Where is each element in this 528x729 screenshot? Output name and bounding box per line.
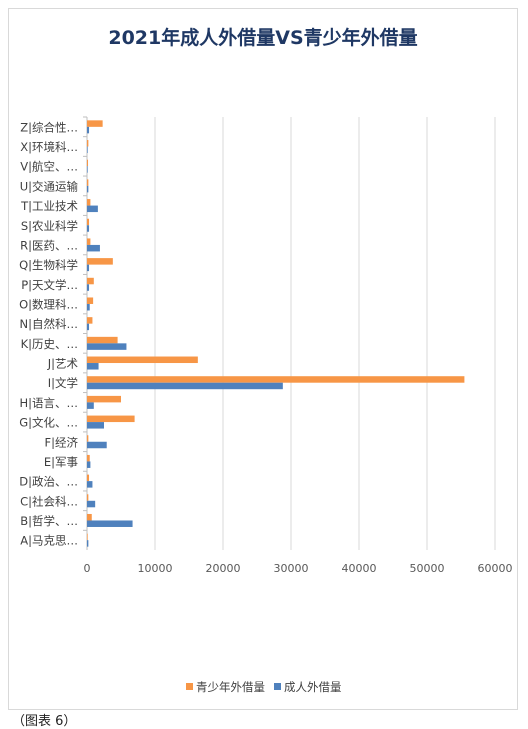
bar-youth [87,336,118,344]
x-tick-label: 30000 [274,562,309,575]
bar-adult [87,303,90,311]
bar-youth [87,533,88,541]
x-tick-label: 0 [84,562,91,575]
category-label: V|航空、… [20,160,78,174]
category-label: A|马克思… [20,534,78,548]
bar-adult [87,481,93,488]
bar-youth [87,356,198,364]
category-label: K|历史、… [21,337,78,351]
bar-adult [87,166,88,173]
x-tick-label: 60000 [478,562,513,575]
x-tick-label: 10000 [138,562,173,575]
bar-youth [87,258,113,265]
bar-adult [87,185,89,193]
bar-adult [87,500,96,508]
bar-youth [87,120,103,127]
category-label: O|数理科… [19,297,78,311]
bar-youth [87,376,465,383]
bar-youth [87,159,89,167]
category-label: Q|生物科学 [19,258,78,272]
bar-youth [87,494,89,501]
category-label: P|天文学… [21,278,78,292]
bar-adult [87,441,107,449]
figure-caption: （图表 6） [12,714,77,729]
category-label: F|经济 [45,435,79,449]
category-label: G|文化、… [19,416,78,430]
legend-label: 成人外借量 [284,680,342,694]
bar-adult [87,363,99,370]
x-tick-label: 40000 [342,562,377,575]
category-label: D|政治、… [19,475,78,489]
chart-title: 2021年成人外借量VS青少年外借量 [108,27,418,49]
legend-swatch [274,683,281,690]
x-tick-label: 50000 [410,562,445,575]
bar-youth [87,395,121,403]
bar-youth [87,277,94,285]
bar-youth [87,140,89,147]
bar-adult [87,402,94,409]
category-label: B|哲学、… [20,514,78,528]
legend-label: 青少年外借量 [196,680,265,694]
bar-youth [87,218,90,226]
category-label: R|医药、… [20,238,78,252]
bar-adult [87,244,100,252]
bar-adult [87,382,283,390]
bar-adult [87,323,90,331]
bar-adult [87,343,127,350]
category-label: X|环境科… [20,140,78,154]
category-label: H|语言、… [19,396,78,410]
category-label: I|文学 [48,376,78,390]
bar-adult [87,461,91,468]
bar-adult [87,422,104,429]
category-label: C|社会科… [20,494,78,508]
bar-adult [87,146,88,154]
category-label: J|艺术 [47,357,79,371]
bar-youth [87,179,89,186]
bar-youth [87,297,94,304]
bar-adult [87,284,90,291]
bar-youth [87,415,135,423]
bar-adult [87,126,90,134]
bar-adult [87,540,89,547]
bar-youth [87,474,90,482]
bar-adult [87,205,98,213]
bar-youth [87,238,91,245]
bar-adult [87,225,90,232]
category-label: U|交通运输 [20,179,79,193]
category-label: T|工业技术 [20,199,78,213]
legend-swatch [186,683,193,690]
bar-youth [87,435,89,442]
category-label: N|自然科… [20,317,78,331]
bar-youth [87,513,92,521]
bar-youth [87,454,90,462]
category-label: Z|综合性… [20,120,78,134]
bar-adult [87,264,90,272]
bar-youth [87,199,91,206]
category-label: E|军事 [44,455,78,469]
category-label: S|农业科学 [21,219,78,233]
bar-adult [87,520,133,527]
x-tick-label: 20000 [206,562,241,575]
bar-youth [87,317,93,324]
